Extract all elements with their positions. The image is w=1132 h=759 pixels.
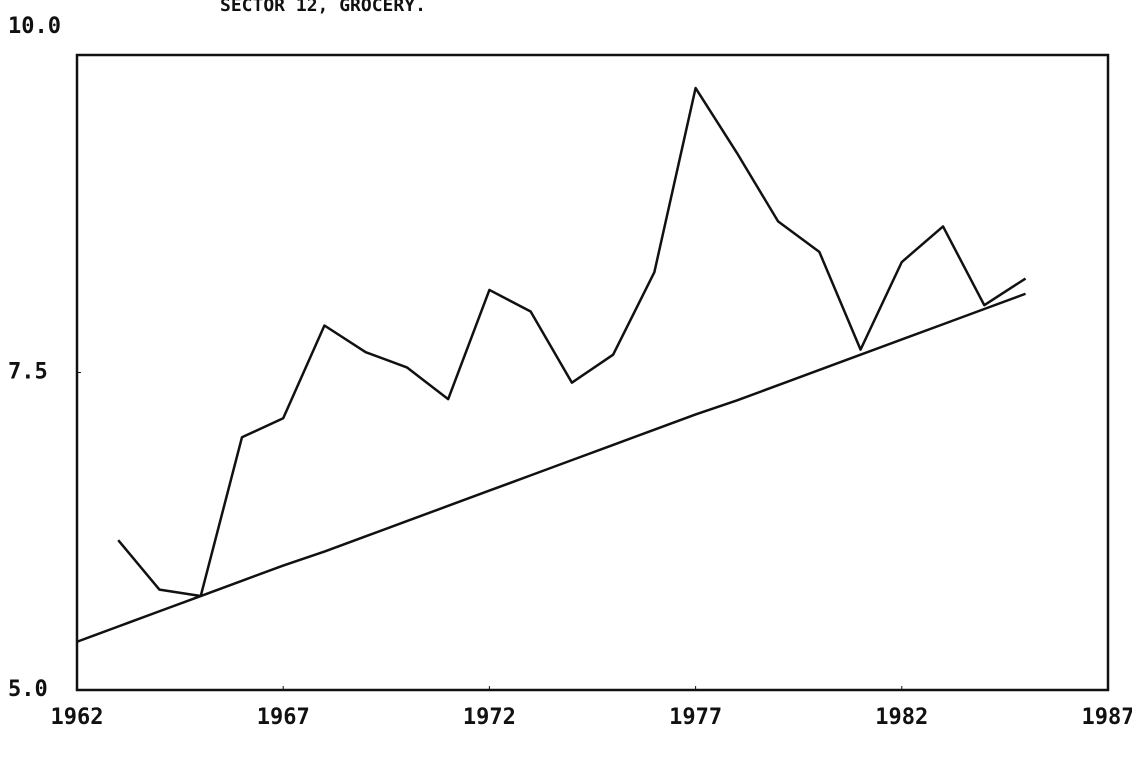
y-tick-label: 7.5	[8, 360, 48, 385]
x-tick-label: 1977	[669, 705, 722, 730]
chart-title: SECTOR 12, GROCERY.	[220, 0, 426, 16]
data-line	[117, 86, 1027, 598]
x-tick-label: 1987	[1082, 705, 1132, 730]
x-tick-label: 1967	[257, 705, 310, 730]
data-line	[76, 292, 1026, 643]
y-tick-label: 5.0	[8, 677, 48, 702]
x-tick-label: 1972	[463, 705, 516, 730]
x-tick-label: 1982	[875, 705, 928, 730]
x-tick-label: 1962	[51, 705, 104, 730]
y-tick-label: 10.0	[8, 14, 61, 39]
